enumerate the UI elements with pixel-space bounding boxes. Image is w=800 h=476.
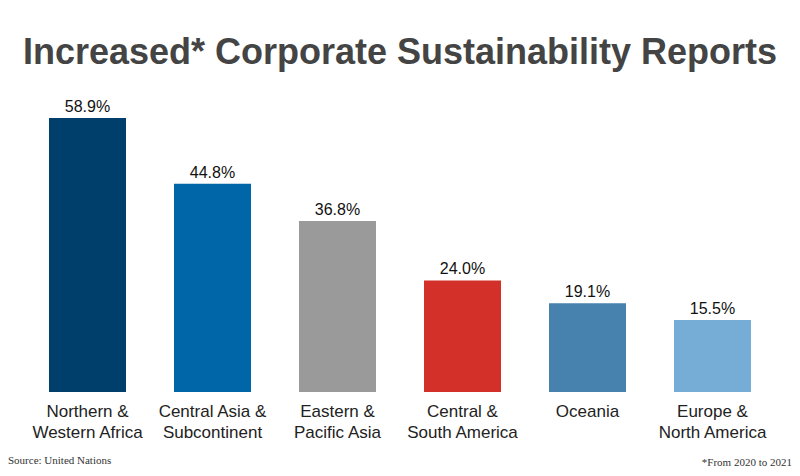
html-text:Source: United Nations: Source: United Nations (8, 454, 112, 466)
svg-text:15.5%: 15.5% (690, 300, 735, 317)
svg-text:19.1%: 19.1% (565, 283, 610, 300)
svg-text:Northern &Western Africa: Northern &Western Africa (32, 402, 143, 442)
svg-text:Europe &North America: Europe &North America (659, 402, 767, 442)
svg-text:44.8%: 44.8% (190, 164, 235, 181)
html-text:Increased* Corporate Sustainab: Increased* Corporate Sustainability Repo… (22, 31, 778, 72)
svg-text:Central Asia &Subcontinent: Central Asia &Subcontinent (159, 402, 267, 442)
svg-text:58.9%: 58.9% (65, 98, 110, 115)
svg-text:Central &South America: Central &South America (407, 402, 518, 442)
svg-text:Eastern &Pacific Asia: Eastern &Pacific Asia (294, 402, 381, 442)
svg-text:Oceania: Oceania (556, 402, 620, 421)
svg-text:36.8%: 36.8% (315, 201, 360, 218)
svg-text:24.0%: 24.0% (440, 260, 485, 277)
html-text:*From 2020 to 2021: *From 2020 to 2021 (701, 456, 792, 468)
